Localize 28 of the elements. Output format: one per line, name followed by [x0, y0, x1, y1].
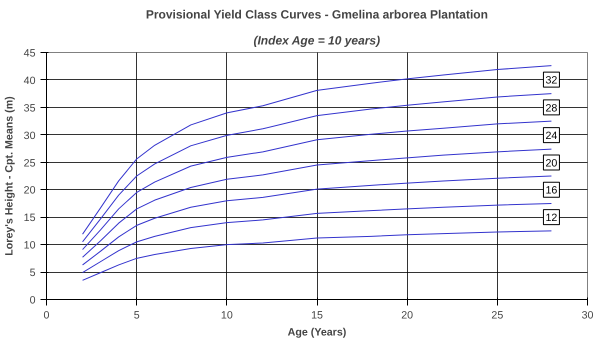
y-tick-label: 20 [24, 184, 36, 197]
y-tick-label: 10 [24, 240, 36, 252]
chart-subtitle: (Index Age = 10 years) [253, 34, 380, 48]
y-tick-label: 25 [24, 157, 36, 170]
annotation: 24 [546, 130, 558, 142]
line-series [82, 230, 552, 281]
y-tick-label: 15 [24, 212, 36, 224]
chart-title: Provisional Yield Class Curves - Gmelina arborea Plantation [146, 8, 488, 22]
annotation: 28 [546, 102, 558, 114]
y-tick-label: 45 [24, 48, 36, 60]
x-tick-label: 15 [311, 310, 323, 322]
x-tick-label: 30 [582, 310, 594, 322]
annotation: 16 [546, 184, 558, 197]
y-tick-label: 35 [24, 102, 36, 114]
y-axis-title: Lorey's Height - Cpt. Means (m) [4, 96, 16, 256]
y-tick-label: 0 [30, 294, 36, 306]
x-tick-label: 20 [401, 310, 414, 322]
x-tick-label: 0 [44, 310, 50, 322]
x-axis-title: Age (Years) [288, 326, 347, 338]
y-tick-label: 40 [24, 74, 36, 87]
y-tick-label: 5 [30, 267, 36, 280]
x-tick-label: 10 [220, 310, 233, 322]
x-tick-label: 25 [491, 310, 504, 322]
x-tick-label: 5 [134, 310, 140, 322]
annotation: 12 [546, 212, 558, 224]
y-tick-label: 30 [24, 130, 36, 142]
annotation: 32 [546, 74, 558, 87]
annotation: 20 [546, 158, 558, 170]
